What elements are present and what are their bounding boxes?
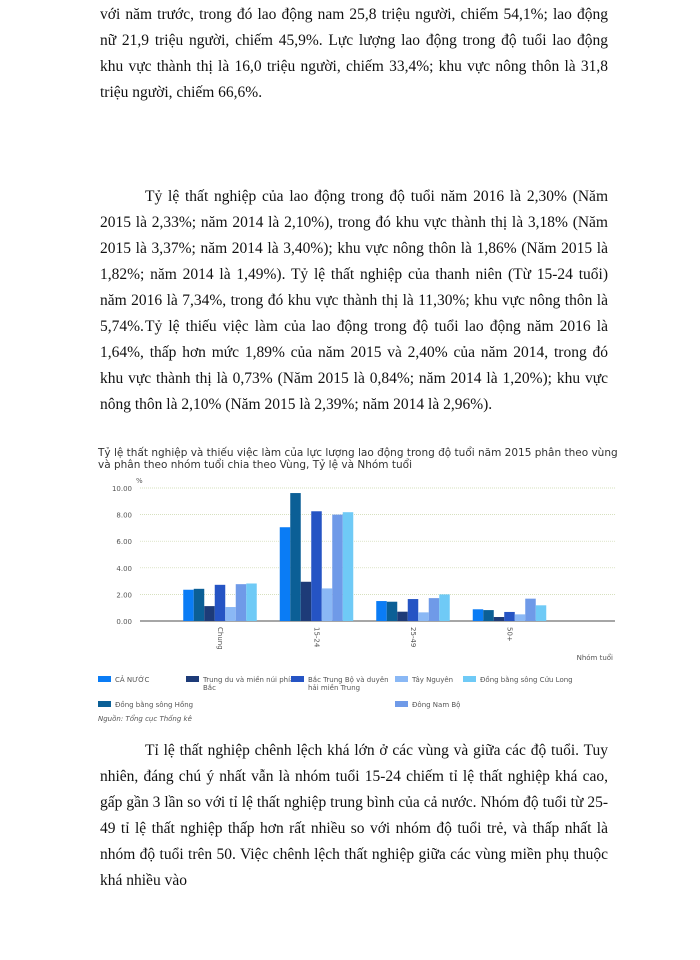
bar: [321, 588, 333, 621]
legend-item: Bắc Trung Bộ và duyên hải miền Trung: [291, 676, 401, 692]
legend-item: Trung du và miền núi phía Bắc: [186, 676, 296, 692]
legend-label: Bắc Trung Bộ và duyên hải miền Trung: [308, 676, 389, 692]
bar: [183, 589, 194, 621]
bar: [332, 514, 343, 621]
bar: [493, 617, 505, 621]
y-axis-unit: %: [136, 477, 143, 485]
bar: [386, 601, 398, 621]
legend-label: Đông Nam Bộ: [412, 701, 461, 709]
paragraph-unemployment: Tỷ lệ thất nghiệp của lao động trong độ …: [100, 188, 608, 335]
y-tick-label: 0.00: [116, 618, 132, 626]
paragraph-labor-force: với năm trước, trong đó lao động nam 25,…: [100, 6, 608, 101]
bar: [535, 605, 547, 621]
y-tick-label: 8.00: [116, 512, 132, 520]
bar: [204, 606, 215, 621]
y-tick-label: 6.00: [116, 538, 132, 546]
bar: [246, 583, 257, 621]
legend-label: Trung du và miền núi phía Bắc: [203, 676, 295, 692]
legend-swatch: [98, 701, 111, 707]
chart-source: Nguồn: Tổng cục Thống kê: [98, 715, 192, 723]
legend-item: Đồng bằng sông Hồng: [98, 701, 208, 709]
legend-swatch: [98, 676, 111, 682]
bar: [483, 610, 494, 621]
bar: [300, 581, 312, 621]
legend-item: Đồng bằng sông Cửu Long: [463, 676, 573, 684]
bar: [407, 599, 419, 621]
bar: [397, 611, 408, 621]
bar: [504, 611, 515, 621]
x-axis-label: Nhóm tuổi: [577, 653, 613, 662]
bar: [225, 607, 236, 621]
paragraph-underemployment: Tỷ lệ thiếu việc làm của lao động trong …: [100, 318, 608, 413]
bar: [290, 493, 301, 621]
legend-label: CẢ NƯỚC: [115, 676, 150, 684]
legend-item: Tây Nguyên: [395, 676, 505, 684]
chart-svg: 0.00 2.00 4.00 6.00 8.00 10.00% Chung 15-24 25-4…: [112, 477, 615, 662]
legend-swatch: [186, 676, 199, 682]
x-tick-label: 25-49: [409, 627, 417, 647]
chart-title: Tỷ lệ thất nghiệp và thiếu việc làm của …: [98, 447, 618, 471]
legend-label: Đồng bằng sông Hồng: [115, 701, 194, 709]
bar: [342, 512, 354, 621]
y-tick-label: 4.00: [116, 565, 132, 573]
x-tick-label: 15-24: [313, 627, 321, 648]
bar: [472, 609, 484, 621]
bar: [428, 598, 440, 621]
bar: [193, 588, 205, 621]
bar: [214, 584, 226, 621]
bar: [279, 527, 291, 621]
bar: [235, 584, 247, 621]
legend-swatch: [395, 701, 408, 707]
legend-swatch: [395, 676, 408, 682]
y-tick-label: 10.00: [112, 485, 132, 493]
legend-item: Đông Nam Bộ: [395, 701, 505, 709]
legend-swatch: [463, 676, 476, 682]
bar: [439, 594, 450, 621]
bar: [311, 511, 322, 621]
bar: [525, 598, 536, 621]
legend-label: Tây Nguyên: [412, 676, 454, 684]
x-tick-label: 50+: [506, 627, 514, 642]
legend-swatch: [291, 676, 304, 682]
y-tick-label: 2.00: [116, 591, 132, 599]
x-tick-label: Chung: [216, 627, 224, 650]
bar: [418, 612, 429, 621]
paragraph-analysis: Tỉ lệ thất nghiệp chênh lệch khá lớn ở c…: [100, 742, 608, 889]
bar: [376, 601, 387, 621]
unemployment-chart: Tỷ lệ thất nghiệp và thiếu việc làm của …: [95, 447, 625, 732]
legend-label: Đồng bằng sông Cửu Long: [480, 676, 573, 684]
legend-item: CẢ NƯỚC: [98, 676, 208, 684]
bar: [514, 614, 526, 621]
